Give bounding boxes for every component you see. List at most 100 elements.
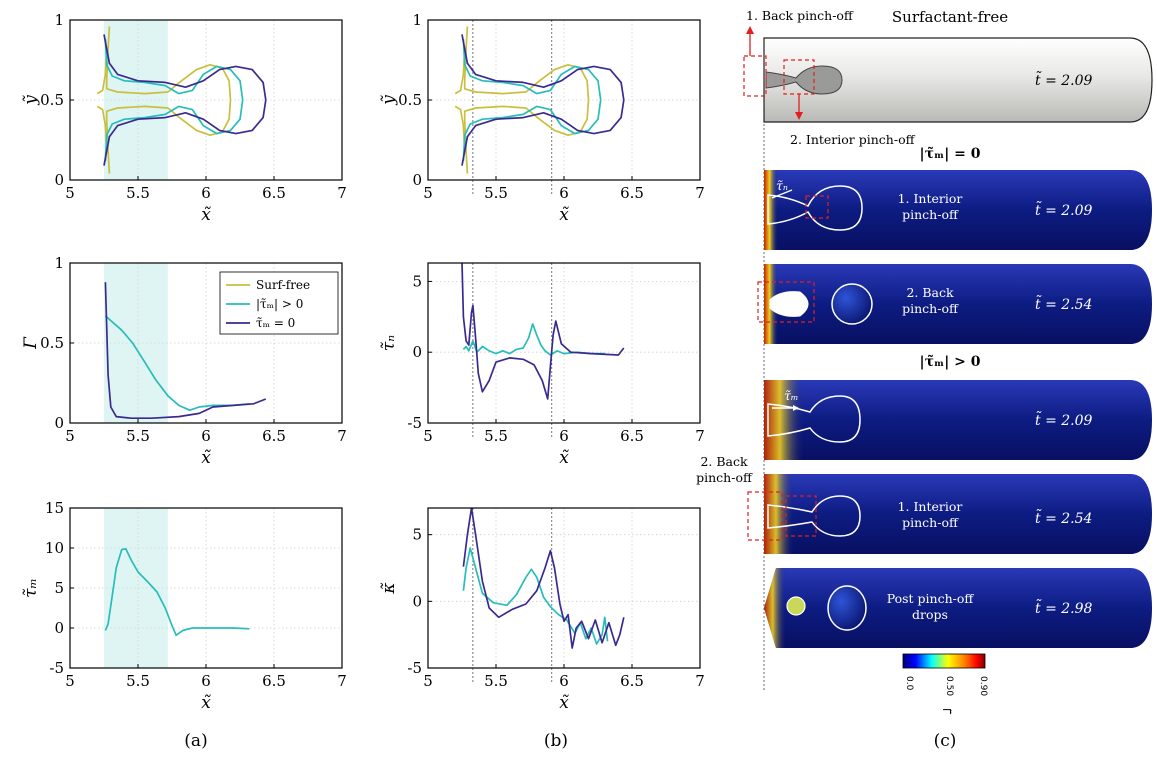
drop-edge-5 [764, 568, 786, 648]
y-tick-label: 1 [54, 11, 64, 29]
caption-b: (b) [544, 731, 568, 751]
x-tick-label: 5 [423, 427, 433, 445]
drop-edge-4 [764, 474, 794, 554]
panel-c: 1. Back pinch-off Surfactant-free t̃ = 2… [696, 8, 1153, 715]
y-axis-label: Γ [21, 336, 41, 350]
series-line-surf_free [454, 48, 466, 95]
series-line-surf_free [463, 26, 590, 101]
x-tick-label: 6 [559, 427, 569, 445]
drop-pos-1 [764, 380, 1152, 460]
y-tick-label: 0.5 [398, 91, 422, 109]
x-tick-label: 5 [423, 672, 433, 690]
legend-label-surf_free: Surf-free [256, 278, 310, 292]
series-line-surf_free [463, 99, 590, 174]
x-tick-label: 5 [65, 184, 75, 202]
time-label-5: t̃ = 2.98 [1035, 598, 1093, 617]
x-tick-label: 5.5 [126, 427, 150, 445]
y-tick-label: 0 [412, 343, 422, 361]
x-tick-label: 7 [695, 184, 705, 202]
y-axis-label: τ̃ₙ [379, 335, 399, 351]
vector-tm-label: τ̃ₘ [784, 388, 799, 403]
chart-b3: 5 5.5 6 6.5 7 -5 0 5 x̃ κ̃ [379, 507, 705, 713]
y-tick-label: 0 [412, 171, 422, 189]
drop-pos-2 [764, 474, 1152, 554]
cavity-1 [767, 185, 863, 231]
drop-zero-1 [764, 170, 1152, 250]
y-tick-label: 0 [54, 619, 64, 637]
annot-back-pinch: 1. Back pinch-off [746, 8, 854, 23]
x-tick-label: 6.5 [262, 672, 286, 690]
x-tick-label: 6.5 [262, 184, 286, 202]
caption-a: (a) [184, 731, 207, 751]
caption-c: (c) [934, 731, 957, 751]
y-axis-label: τ̃ₘ [21, 578, 41, 598]
legend-label-tau_pos: |τ̃ₘ| > 0 [256, 297, 303, 311]
time-label-1: t̃ = 2.09 [1035, 200, 1093, 219]
annot-box-4b [785, 495, 817, 537]
chart-a3: 5 5.5 6 6.5 7 -5 0 5 10 15 x̃ τ̃ₘ [21, 499, 347, 713]
y-axis-label: ỹ [379, 95, 399, 106]
series-line-tau_zero [462, 508, 625, 649]
x-axis-label: x̃ [201, 693, 211, 713]
x-tick-label: 7 [695, 672, 705, 690]
x-tick-label: 5 [65, 672, 75, 690]
drop-label-1b: pinch-off [902, 207, 959, 222]
drop-pos-3 [764, 568, 1152, 648]
x-tick-label: 6.5 [262, 427, 286, 445]
x-tick-label: 5.5 [484, 184, 508, 202]
cavity-2a [769, 291, 809, 317]
time-label-2: t̃ = 2.54 [1035, 294, 1092, 313]
x-tick-label: 5 [65, 427, 75, 445]
cavity-shape [765, 65, 843, 95]
series-line-tau_pos [462, 39, 602, 101]
series-line-tau_zero [103, 34, 267, 101]
x-tick-label: 6.5 [620, 184, 644, 202]
section-tau-pos: |τ̃ₘ| > 0 [919, 353, 980, 370]
annot-box-2 [757, 281, 815, 323]
y-tick-label: 15 [45, 499, 64, 517]
series-line-tau_pos [104, 315, 250, 412]
drop-edge-1 [764, 170, 778, 250]
drop-label-4a: 1. Interior [898, 499, 963, 514]
y-tick-label: 1 [54, 254, 64, 272]
y-tick-label: 5 [54, 579, 64, 597]
x-tick-label: 6 [201, 427, 211, 445]
series-line-tau_pos [104, 39, 244, 101]
x-tick-label: 6 [201, 184, 211, 202]
colorbar-tick-1: 0.50 [944, 676, 954, 696]
series-line-tau_pos [104, 547, 250, 637]
section-tau-zero: |τ̃ₘ| = 0 [919, 145, 980, 162]
x-tick-label: 6.5 [620, 672, 644, 690]
annot-box-back [743, 55, 767, 97]
title-surfactant-free: Surfactant-free [892, 8, 1008, 26]
series-line-tau_pos [104, 99, 244, 161]
y-tick-label: 0 [54, 414, 64, 432]
annot-box-1 [805, 195, 829, 219]
x-axis-label: x̃ [201, 448, 211, 468]
x-tick-label: 5.5 [484, 427, 508, 445]
drop-label-5b: drops [912, 607, 948, 622]
y-tick-label: -5 [407, 659, 422, 677]
series-line-tau_zero [461, 263, 625, 400]
annot-interior-pinch: 2. Interior pinch-off [790, 132, 916, 147]
annot-box-4a [747, 491, 783, 541]
x-axis-label: x̃ [559, 693, 569, 713]
arrow-interior-head [795, 112, 803, 120]
vector-tn [771, 189, 793, 199]
drop-label-2b: pinch-off [902, 301, 959, 316]
cavity-3 [767, 395, 861, 443]
y-tick-label: -5 [49, 659, 64, 677]
x-tick-label: 5.5 [126, 672, 150, 690]
y-tick-label: 10 [45, 539, 64, 557]
drop-surfactant-free [763, 37, 1153, 123]
y-tick-label: -5 [407, 414, 422, 432]
time-label-0: t̃ = 2.09 [1035, 70, 1093, 89]
x-tick-label: 7 [337, 672, 347, 690]
x-tick-label: 5.5 [484, 672, 508, 690]
chart-a2: 5 5.5 6 6.5 7 0 0.5 1 x̃ Γ Surf-free |τ̃ₘ| > 0 τ̃ₘ =… [21, 254, 347, 468]
x-axis-label: x̃ [559, 448, 569, 468]
small-drop [786, 596, 806, 616]
time-label-3: t̃ = 2.09 [1035, 410, 1093, 429]
x-tick-label: 7 [695, 427, 705, 445]
